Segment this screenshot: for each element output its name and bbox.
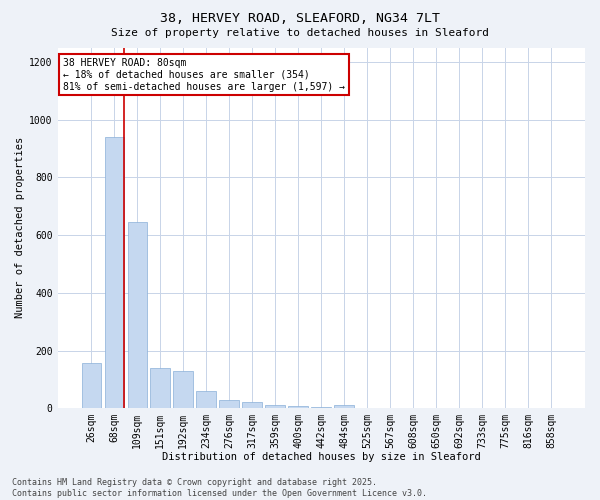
Text: Contains HM Land Registry data © Crown copyright and database right 2025.
Contai: Contains HM Land Registry data © Crown c…	[12, 478, 427, 498]
Bar	[311, 407, 331, 408]
Text: 38 HERVEY ROAD: 80sqm
← 18% of detached houses are smaller (354)
81% of semi-det: 38 HERVEY ROAD: 80sqm ← 18% of detached …	[63, 58, 345, 92]
Text: Size of property relative to detached houses in Sleaford: Size of property relative to detached ho…	[111, 28, 489, 38]
Bar	[173, 370, 193, 408]
Bar	[220, 400, 239, 408]
Bar	[128, 222, 147, 408]
Text: 38, HERVEY ROAD, SLEAFORD, NG34 7LT: 38, HERVEY ROAD, SLEAFORD, NG34 7LT	[160, 12, 440, 26]
Y-axis label: Number of detached properties: Number of detached properties	[15, 137, 25, 318]
Bar	[104, 137, 124, 408]
Bar	[82, 364, 101, 408]
Bar	[242, 402, 262, 408]
Bar	[289, 406, 308, 408]
Bar	[196, 391, 216, 408]
Bar	[334, 406, 354, 408]
Bar	[151, 368, 170, 408]
X-axis label: Distribution of detached houses by size in Sleaford: Distribution of detached houses by size …	[162, 452, 481, 462]
Bar	[265, 406, 285, 408]
